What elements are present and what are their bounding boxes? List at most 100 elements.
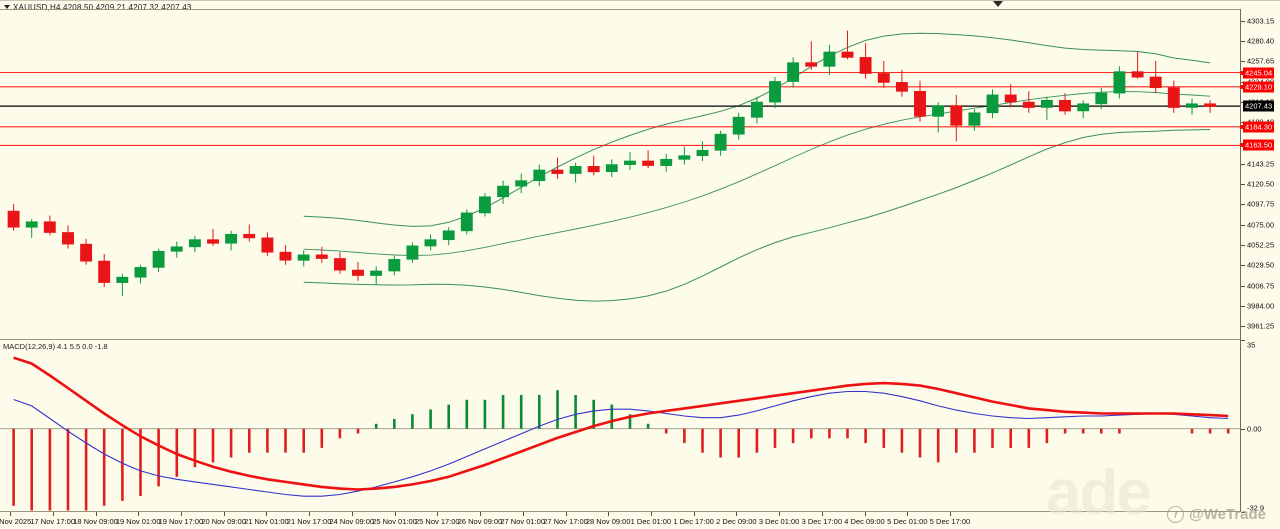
time-tick-label: 17 Nov 17:00 <box>30 517 75 526</box>
time-tick-label: 21 Nov 17:00 <box>286 517 332 526</box>
time-tick <box>693 512 695 516</box>
time-tick <box>864 512 866 516</box>
price-level-marker-icon <box>1240 143 1244 148</box>
time-tick <box>180 512 182 516</box>
price-tick <box>1241 305 1245 307</box>
price-tick-label: 3984.00 <box>1247 301 1275 311</box>
price-tick <box>1241 285 1245 287</box>
watermark: f @WeTrade <box>1167 506 1266 523</box>
macd-tick-label: 35 <box>1247 340 1256 350</box>
time-tick-label: 1 Dec 17:00 <box>673 517 714 526</box>
symbol-header-text: XAUUSD,H4 4208.50 4209.21 4207.32 4207.4… <box>13 3 192 12</box>
price-tick-label: 4257.65 <box>1247 56 1275 66</box>
time-tick-label: 25 Nov 17:00 <box>414 517 460 526</box>
price-level-label[interactable]: 4184.30 <box>1243 121 1275 133</box>
time-tick-label: 26 Nov 09:00 <box>457 517 503 526</box>
price-tick <box>1241 204 1245 206</box>
time-tick-label: 5 Dec 17:00 <box>929 517 971 526</box>
price-level-label[interactable]: 4229.10 <box>1243 81 1275 93</box>
price-tick-label: 4303.15 <box>1247 16 1275 26</box>
price-chart-pane[interactable] <box>0 10 1240 338</box>
time-tick <box>480 512 481 516</box>
pane-divider-bottom <box>0 511 1240 512</box>
time-tick-label: 24 Nov 09:00 <box>329 517 375 526</box>
time-tick <box>821 512 823 516</box>
price-tick <box>1241 244 1245 246</box>
macd-tick <box>1241 512 1245 513</box>
price-tick-label: 4052.25 <box>1247 240 1275 250</box>
pane-divider-middle <box>0 339 1240 340</box>
price-axis-line <box>1240 9 1241 512</box>
price-tick-label: 4075.00 <box>1247 220 1275 229</box>
macd-tick <box>1241 428 1245 430</box>
time-tick-label: 18 Nov 09:00 <box>73 517 118 526</box>
time-tick <box>266 512 268 516</box>
time-tick <box>52 512 54 516</box>
time-tick <box>10 512 11 516</box>
time-tick-label: 27 Nov 17:00 <box>543 517 588 526</box>
time-tick-label: 21 Nov 01:00 <box>244 517 289 526</box>
time-tick <box>779 512 781 516</box>
time-tick <box>650 512 652 516</box>
collapse-triangle-icon[interactable] <box>4 5 10 9</box>
time-tick <box>138 512 140 516</box>
time-tick-label: 17 Nov 2025 <box>0 517 32 526</box>
price-tick-label: 3961.25 <box>1247 321 1275 331</box>
time-tick-label: 4 Dec 09:00 <box>844 517 885 526</box>
time-tick-label: 27 Nov 01:00 <box>500 517 545 526</box>
price-tick-label: 4143.25 <box>1247 159 1275 168</box>
facebook-icon: f <box>1167 506 1185 523</box>
price-level-marker-icon <box>1240 124 1244 129</box>
time-tick-label: 20 Nov 09:00 <box>201 517 246 526</box>
price-tick <box>1241 163 1245 165</box>
time-tick <box>522 512 524 516</box>
time-tick <box>309 512 311 516</box>
price-level-label[interactable]: 4163.50 <box>1243 139 1275 151</box>
price-tick-label: 4097.75 <box>1247 199 1275 209</box>
pane-divider-top <box>0 9 1240 10</box>
time-tick <box>950 512 951 516</box>
price-level-marker-icon <box>1240 70 1244 75</box>
time-tick <box>907 512 909 516</box>
price-tick-label: 4120.50 <box>1247 179 1275 189</box>
price-scale[interactable]: 4303.154280.404257.654234.904212.154189.… <box>1240 10 1280 338</box>
time-tick-label: 2 Dec 09:00 <box>716 517 757 526</box>
chart-top-marker-icon <box>993 1 1003 7</box>
macd-scale[interactable]: 35 0.00 -32.9 <box>1241 340 1280 513</box>
time-tick <box>95 512 97 516</box>
time-tick-label: 3 Dec 01:00 <box>758 517 800 526</box>
price-tick <box>1241 326 1245 328</box>
price-tick <box>1241 40 1245 42</box>
watermark-text: @WeTrade <box>1189 506 1266 523</box>
time-tick <box>736 512 738 516</box>
window-top-border <box>0 0 1280 1</box>
macd-chart-svg <box>0 356 1240 511</box>
time-tick <box>437 512 439 516</box>
time-tick-label: 19 Nov 01:00 <box>115 517 161 526</box>
time-tick <box>351 512 353 516</box>
price-tick <box>1241 265 1245 267</box>
time-tick <box>394 512 396 516</box>
price-tick <box>1241 224 1245 226</box>
time-tick <box>223 512 225 516</box>
macd-chart-pane[interactable] <box>0 340 1240 512</box>
time-tick-label: 25 Nov 01:00 <box>372 517 417 526</box>
macd-tick-label: -32.9 <box>1247 503 1265 513</box>
time-tick-label: 3 Dec 17:00 <box>801 517 843 526</box>
price-tick <box>1241 20 1245 22</box>
price-level-marker-icon <box>1240 84 1244 89</box>
time-tick <box>608 512 610 516</box>
price-tick-label: 4280.40 <box>1247 36 1275 46</box>
symbol-header: XAUUSD,H4 4208.50 4209.21 4207.32 4207.4… <box>4 3 192 12</box>
time-tick-label: 19 Nov 17:00 <box>158 517 204 526</box>
price-level-label[interactable]: 4207.43 <box>1243 100 1275 112</box>
price-level-label[interactable]: 4245.04 <box>1243 67 1275 78</box>
price-tick-label: 4029.50 <box>1247 260 1275 270</box>
macd-tick-label: 0.00 <box>1247 424 1262 434</box>
price-chart-svg <box>0 30 1240 302</box>
price-tick <box>1241 61 1245 63</box>
price-tick <box>1241 183 1245 185</box>
time-tick-label: 1 Dec 01:00 <box>630 517 672 526</box>
